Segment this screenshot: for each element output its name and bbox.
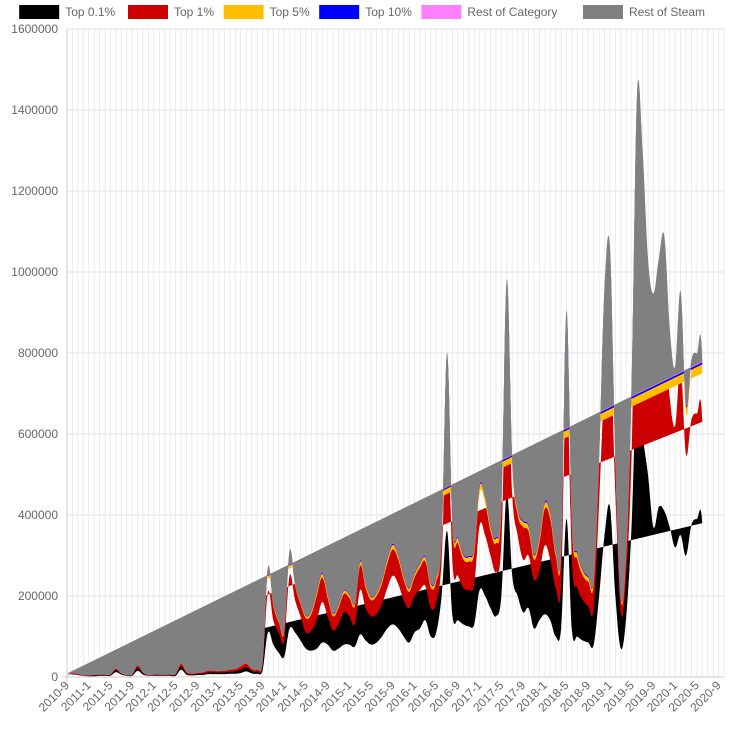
y-axis-tick-labels: 0 200000 400000 600000 800000 1000000 1200000 1… — [11, 22, 58, 684]
legend-label: Top 10% — [365, 5, 412, 19]
legend-label: Top 1% — [174, 5, 214, 19]
area-series-rest-of-steam — [67, 79, 703, 676]
x-axis-tick-labels: 2010-92011-12011-52011-92012-12012-52012… — [36, 678, 724, 715]
y-tick-label: 1600000 — [11, 22, 58, 36]
area-series-top-0-1- — [67, 370, 703, 677]
legend-item-rest-of-category[interactable]: Rest of Category — [421, 5, 557, 19]
legend-swatch — [319, 5, 360, 19]
y-tick-label: 200000 — [18, 589, 58, 603]
legend-label: Rest of Category — [467, 5, 557, 19]
legend-swatch — [128, 5, 168, 19]
legend-item-top-5-[interactable]: Top 5% — [223, 5, 310, 19]
y-tick-label: 400000 — [18, 508, 58, 522]
legend-item-top-1-[interactable]: Top 1% — [128, 5, 214, 19]
y-tick-label: 800000 — [18, 346, 58, 360]
legend-item-top-10-[interactable]: Top 10% — [319, 5, 412, 19]
legend-item-rest-of-steam[interactable]: Rest of Steam — [583, 5, 705, 19]
legend: Top 0.1% Top 1% Top 5% Top 10% Rest of Categ… — [19, 5, 705, 19]
legend-item-top-0-1-[interactable]: Top 0.1% — [19, 5, 116, 19]
y-tick-label: 1400000 — [11, 103, 58, 117]
legend-swatch — [583, 5, 623, 19]
area-series-top-1- — [67, 162, 703, 676]
y-tick-label: 1000000 — [11, 265, 58, 279]
legend-label: Top 5% — [270, 5, 310, 19]
y-tick-label: 1200000 — [11, 184, 58, 198]
legend-label: Top 0.1% — [65, 5, 115, 19]
y-tick-label: 0 — [51, 670, 58, 684]
legend-label: Rest of Steam — [629, 5, 705, 19]
legend-swatch — [421, 5, 462, 19]
axes — [62, 29, 724, 682]
legend-swatch — [223, 5, 264, 19]
area-series-group — [67, 79, 703, 677]
y-tick-label: 600000 — [18, 427, 58, 441]
legend-swatch — [19, 5, 60, 19]
